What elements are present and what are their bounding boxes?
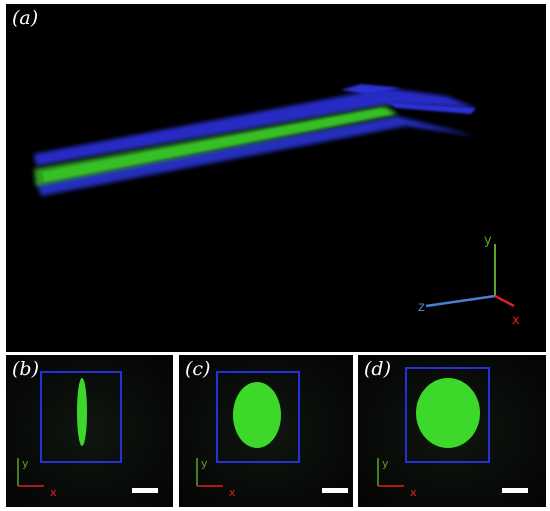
panel-d-cross-section: y x (d) (358, 355, 546, 507)
axis-triad-3d: y z x (418, 233, 520, 328)
panel-b-cross-section: y x (b) (6, 355, 173, 507)
roi-box (216, 371, 300, 463)
panel-a-3d-render: (a) y z x (6, 4, 546, 352)
roi-box (405, 367, 490, 463)
cross-section-b-illustration: y x (17, 371, 122, 499)
cross-section-d-illustration: y x (377, 367, 490, 499)
axis-x-label: x (229, 486, 236, 499)
fluorescent-spot (233, 382, 281, 448)
axis-z-label: z (418, 300, 425, 315)
axis-x-label: x (512, 313, 520, 328)
panel-d-label: (d) (364, 358, 391, 380)
axis-x-label: x (50, 486, 57, 499)
axis-y-label: y (382, 457, 389, 470)
panel-b-label: (b) (12, 358, 39, 380)
cross-section-c-illustration: y x (196, 371, 300, 499)
scale-bar (502, 488, 528, 493)
x-axis-line (494, 294, 515, 308)
axis-x-label: x (410, 486, 417, 499)
scale-bar (132, 488, 158, 493)
panel-a-label: (a) (12, 7, 39, 29)
fluorescent-spot (77, 378, 87, 446)
panel-c-label: (c) (185, 358, 211, 380)
roi-box (40, 371, 122, 463)
scale-bar (322, 488, 348, 493)
panel-c-cross-section: y x (c) (179, 355, 353, 507)
axis-y-label: y (201, 457, 208, 470)
fluorescent-spot (416, 378, 480, 448)
tube-render-illustration (34, 84, 476, 196)
z-axis-line (425, 294, 496, 308)
axis-y-label: y (484, 233, 492, 248)
axis-y-label: y (22, 457, 29, 470)
